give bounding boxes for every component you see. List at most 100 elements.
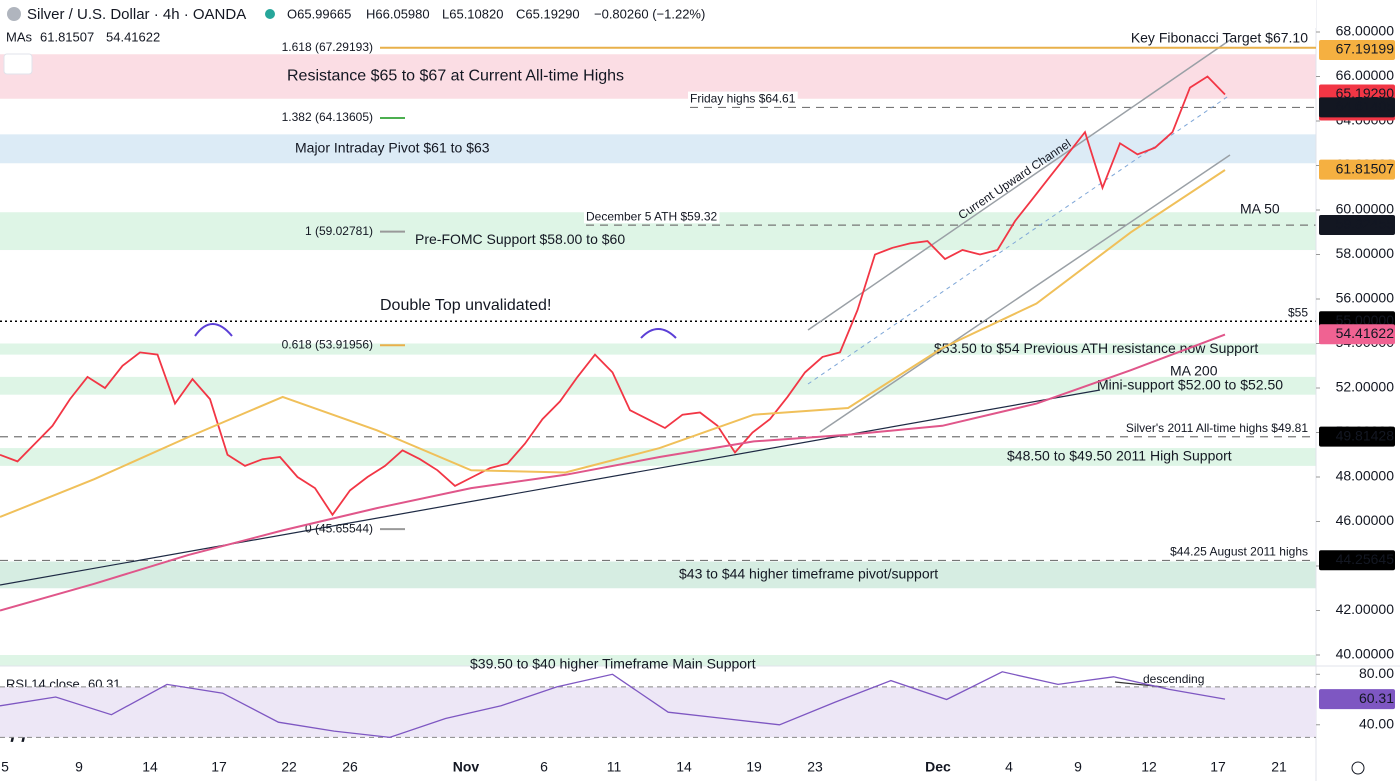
price-badge [1319, 550, 1395, 571]
x-tick-label: Dec [925, 759, 951, 775]
zone-label: Pre-FOMC Support $58.00 to $60 [415, 231, 625, 247]
settings-icon[interactable] [1351, 761, 1365, 775]
ma50-label: MA 50 [1240, 201, 1280, 217]
zone-label: Major Intraday Pivot $61 to $63 [295, 140, 490, 156]
zone-label: $48.50 to $49.50 2011 High Support [1007, 448, 1232, 464]
fib-label: 1.382 (64.13605) [282, 110, 373, 124]
x-tick-label: 17 [1210, 759, 1226, 775]
price-badge [1319, 426, 1395, 447]
price-badge-label: 55.00000 [1336, 312, 1395, 328]
zone [0, 343, 1316, 355]
y-tick-label: 56.00000 [1336, 290, 1395, 306]
x-tick-label: 22 [281, 759, 297, 775]
fib-label: 1 (59.02781) [305, 224, 373, 238]
label-bg [1168, 544, 1310, 559]
x-tick-label: 12 [1141, 759, 1157, 775]
channel-upper [807, 39, 1231, 331]
x-tick-label: 4 [1005, 759, 1013, 775]
trend-line [0, 389, 1101, 586]
x-tick-label: 6 [540, 759, 548, 775]
rsi-annotation: descending [1143, 672, 1204, 686]
price-badge [1319, 324, 1395, 345]
y-tick-label: 52.00000 [1336, 379, 1395, 395]
change: −0.80260 (−1.22%) [594, 6, 705, 21]
rsi-badge [1319, 689, 1395, 710]
level-label: $44.25 August 2011 highs [1170, 545, 1308, 559]
rsi-tick-label: 40.00 [1359, 715, 1394, 731]
x-tick-label: 26 [342, 759, 358, 775]
y-tick-label: 66.00000 [1336, 67, 1395, 83]
zone [0, 54, 1316, 99]
ohlc-low: L65.10820 [442, 6, 503, 21]
top-arc [194, 323, 233, 337]
collapse-button[interactable] [3, 53, 33, 75]
price-badge-label: 64.61405 [1336, 98, 1395, 114]
label-bg [688, 91, 798, 106]
rsi-line [0, 671, 1226, 739]
y-tick-label: 46.00000 [1336, 512, 1395, 528]
ma200-value: 54.41622 [106, 29, 160, 44]
level-label: Friday highs $64.61 [690, 92, 796, 106]
x-tick-label: 17 [211, 759, 227, 775]
label-bg [1123, 420, 1311, 435]
price-badge [1319, 97, 1395, 118]
x-tick-label: 23 [807, 759, 823, 775]
price-badge-label: 61.81507 [1336, 160, 1395, 176]
level-label: $55 [1288, 305, 1308, 319]
ma-label: MAs [6, 29, 33, 44]
series-line [0, 75, 1226, 517]
y-tick-label: 40.00000 [1336, 646, 1395, 662]
price-badge-label: 49.81428 [1336, 427, 1395, 443]
y-tick-label: 42.00000 [1336, 601, 1395, 617]
price-badge-label: 44.25645 [1336, 551, 1395, 567]
symbol-icon [7, 7, 21, 21]
label-bg [584, 209, 720, 224]
header-bg [0, 0, 1316, 28]
top-arc [640, 328, 677, 339]
series-line [0, 169, 1226, 518]
rsi-tick-label: 80.00 [1359, 665, 1394, 681]
price-badge-label: 65.19290 [1336, 85, 1395, 101]
price-badge-label: 54.41622 [1336, 325, 1395, 341]
x-tick-label: 19 [746, 759, 762, 775]
zone-label: Mini-support $52.00 to $52.50 [1097, 376, 1283, 392]
ohlc-close: C65.19290 [516, 6, 580, 21]
price-badge [1319, 215, 1395, 236]
fib-target: Key Fibonacci Target $67.10 [1131, 30, 1308, 46]
zone-label: $39.50 to $40 higher Timeframe Main Supp… [470, 656, 756, 672]
zone [0, 655, 1316, 667]
zone-label: $43 to $44 higher timeframe pivot/suppor… [679, 566, 938, 582]
x-tick-label: 14 [676, 759, 692, 775]
price-badge [1319, 159, 1395, 180]
x-tick-label: 9 [1074, 759, 1082, 775]
price-badge-label: 67.19199 [1336, 41, 1395, 57]
ma50-value: 61.81507 [40, 29, 94, 44]
ma200-label: MA 200 [1170, 363, 1218, 379]
x-tick-label: 21 [1271, 759, 1287, 775]
double-top-note: Double Top unvalidated! [380, 297, 551, 314]
series-line [0, 333, 1226, 612]
label-bg [1285, 305, 1311, 320]
y-tick-label: 58.00000 [1336, 245, 1395, 261]
ohlc-high: H66.05980 [366, 6, 430, 21]
price-badge-label: 59.32455 [1336, 216, 1395, 232]
price-badge [1319, 39, 1395, 60]
zone [0, 134, 1316, 164]
ohlc-open: O65.99665 [287, 6, 351, 21]
zone [0, 561, 1316, 589]
x-tick-label: Nov [453, 759, 480, 775]
symbol-title: Silver / U.S. Dollar · 4h · OANDA [27, 6, 246, 23]
x-tick-label: 5 [1, 759, 9, 775]
market-status [265, 9, 275, 19]
y-tick-label: 60.00000 [1336, 201, 1395, 217]
x-tick-label: 9 [75, 759, 83, 775]
fib-label: 1.618 (67.29193) [282, 40, 373, 54]
fib-label: 0 (45.65544) [305, 521, 373, 535]
y-tick-label: 68.00000 [1336, 23, 1395, 39]
y-tick-label: 48.00000 [1336, 468, 1395, 484]
x-tick-label: 11 [607, 759, 622, 775]
x-tick-label: 14 [142, 759, 158, 775]
fib-label: 0.618 (53.91956) [282, 337, 373, 351]
channel-lower [819, 154, 1231, 433]
